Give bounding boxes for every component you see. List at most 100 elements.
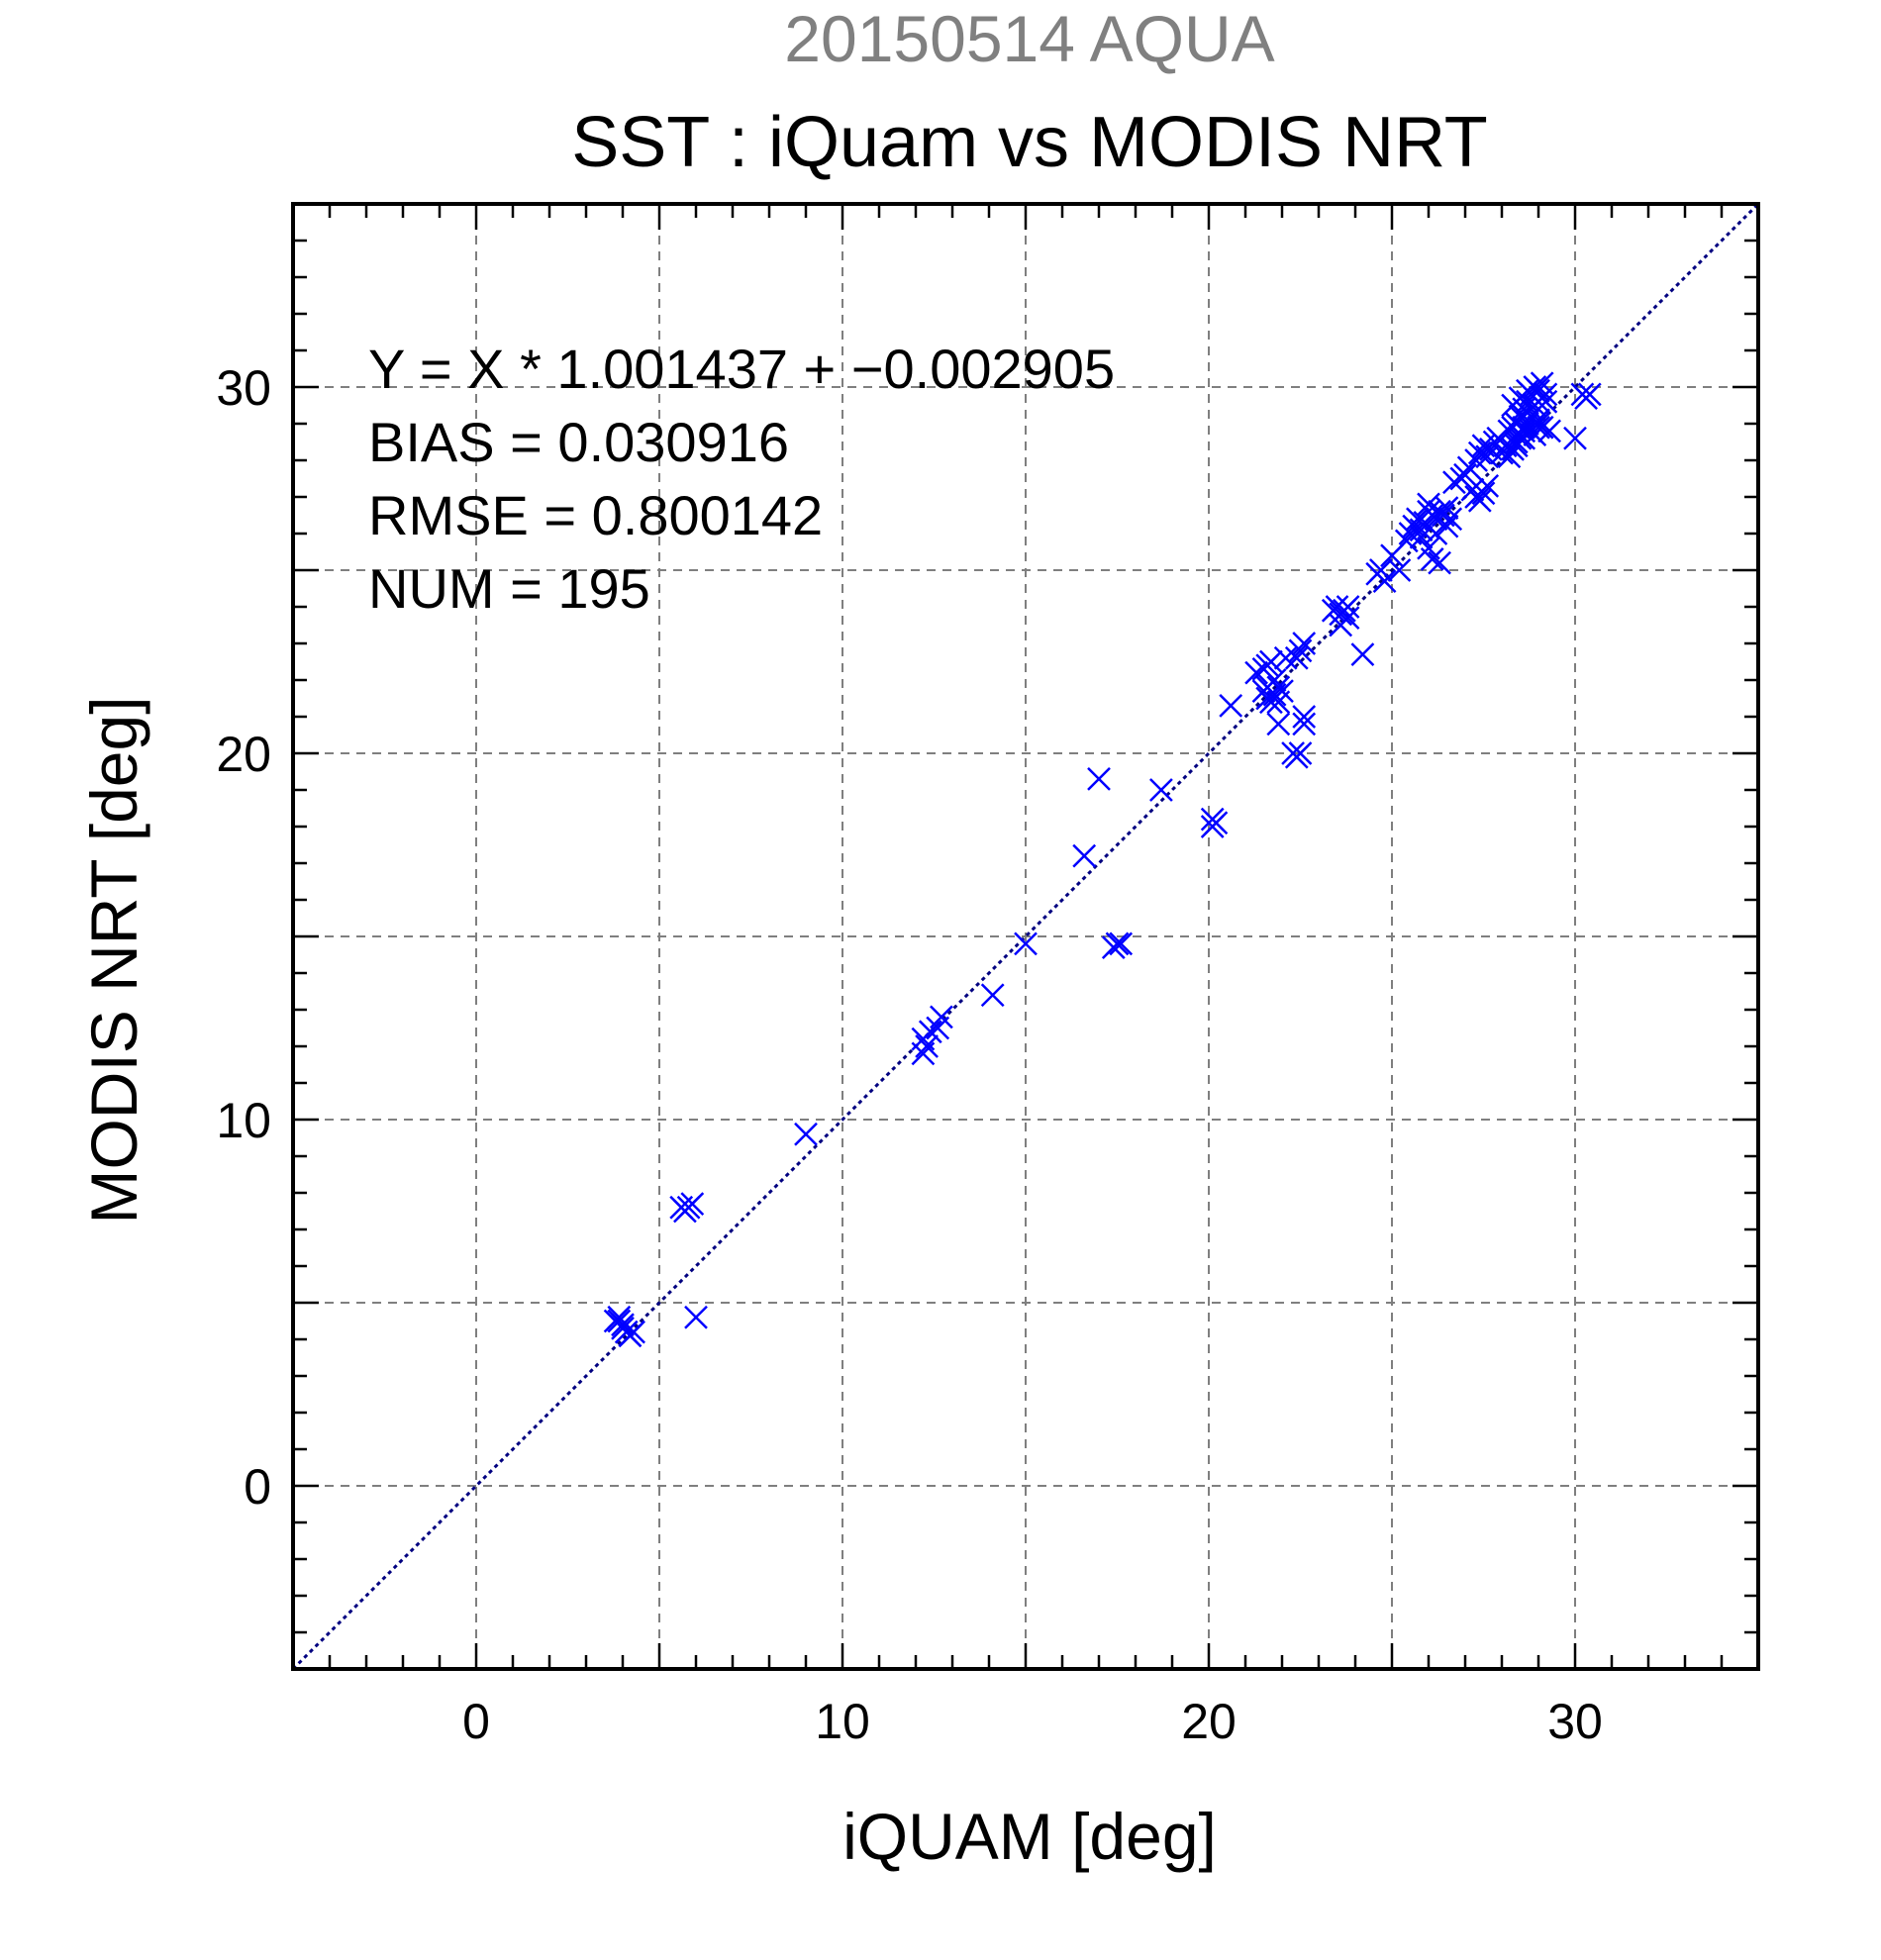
data-point-stroke-b bbox=[1453, 462, 1477, 487]
minor-ticks bbox=[293, 204, 1758, 1669]
data-point-stroke-b bbox=[1109, 931, 1134, 956]
data-point-stroke-b bbox=[794, 1122, 818, 1146]
data-point-stroke-b bbox=[1072, 843, 1097, 868]
data-point-stroke-b bbox=[1105, 931, 1130, 956]
data-point-stroke-b bbox=[1409, 525, 1434, 549]
x-axis-label: iQUAM [deg] bbox=[842, 1800, 1217, 1873]
data-point bbox=[1149, 778, 1173, 802]
data-point bbox=[1534, 389, 1558, 414]
data-point bbox=[794, 1122, 818, 1146]
data-point-stroke-b bbox=[1435, 514, 1459, 539]
data-point-stroke-b bbox=[1288, 638, 1313, 663]
stats-box: Y = X * 1.001437 + −0.002905 BIAS = 0.03… bbox=[368, 338, 1115, 620]
data-point-stroke-b bbox=[1420, 547, 1444, 571]
data-point-stroke-b bbox=[1537, 419, 1561, 443]
data-point bbox=[1409, 518, 1434, 542]
data-point bbox=[1288, 638, 1313, 663]
data-point-stroke-b bbox=[607, 1309, 632, 1333]
data-point bbox=[1273, 645, 1298, 670]
data-point bbox=[1387, 558, 1412, 582]
y-tick-label: 10 bbox=[216, 1093, 271, 1148]
data-point bbox=[1266, 690, 1291, 715]
data-point bbox=[930, 1005, 953, 1029]
data-point-stroke-b bbox=[1428, 550, 1451, 575]
data-point bbox=[1288, 741, 1313, 765]
data-point-stroke-b bbox=[1273, 645, 1298, 670]
data-point bbox=[1409, 525, 1434, 549]
data-point-stroke-b bbox=[1497, 444, 1522, 469]
data-point-stroke-b bbox=[1431, 503, 1455, 528]
data-point-stroke-b bbox=[1563, 426, 1587, 450]
data-point bbox=[1577, 382, 1602, 407]
data-point-stroke-b bbox=[1479, 438, 1503, 461]
data-point-stroke-b bbox=[1325, 595, 1349, 619]
data-point bbox=[1329, 613, 1353, 637]
data-point bbox=[1527, 378, 1550, 403]
data-point-stroke-b bbox=[1244, 660, 1268, 685]
data-point-stroke-b bbox=[1417, 492, 1440, 517]
x-tick-label: 30 bbox=[1547, 1694, 1603, 1749]
data-point-stroke-b bbox=[1504, 430, 1529, 454]
data-point bbox=[1453, 462, 1477, 487]
data-points bbox=[603, 371, 1602, 1348]
stats-regression: Y = X * 1.001437 + −0.002905 bbox=[368, 338, 1115, 400]
stats-num: NUM = 195 bbox=[368, 557, 650, 620]
data-point-stroke-b bbox=[980, 983, 1005, 1008]
data-point-stroke-b bbox=[1577, 382, 1602, 407]
data-point-stroke-b bbox=[1266, 690, 1291, 715]
data-point-stroke-b bbox=[1149, 778, 1173, 802]
data-point bbox=[980, 983, 1005, 1008]
data-point bbox=[1563, 426, 1587, 450]
data-point bbox=[618, 1323, 643, 1348]
data-point-stroke-b bbox=[1087, 767, 1111, 791]
data-point bbox=[684, 1305, 708, 1329]
data-point-stroke-b bbox=[918, 1020, 942, 1044]
data-point-stroke-b bbox=[1288, 741, 1313, 765]
y-tick-label: 20 bbox=[216, 727, 271, 782]
data-point-stroke-b bbox=[684, 1305, 708, 1329]
data-point bbox=[1105, 931, 1130, 956]
data-point bbox=[1014, 931, 1038, 956]
data-point-stroke-b bbox=[930, 1005, 953, 1029]
data-point-stroke-b bbox=[1435, 496, 1459, 520]
data-point bbox=[1284, 645, 1309, 670]
data-point bbox=[1504, 430, 1529, 454]
data-point-stroke-b bbox=[1292, 705, 1317, 729]
data-point bbox=[1219, 694, 1243, 718]
chart-subtitle: 20150514 AQUA bbox=[784, 2, 1274, 75]
data-point bbox=[1475, 444, 1500, 469]
data-point-stroke-b bbox=[1530, 415, 1554, 440]
data-point bbox=[607, 1309, 632, 1333]
plot-frame bbox=[291, 202, 1760, 1671]
data-point bbox=[1512, 415, 1536, 440]
data-point-stroke-b bbox=[1527, 378, 1550, 403]
data-point bbox=[1428, 550, 1451, 575]
data-point-stroke-b bbox=[1475, 474, 1500, 498]
data-point-stroke-b bbox=[1329, 613, 1353, 637]
data-point bbox=[1087, 767, 1111, 791]
data-point bbox=[1266, 712, 1291, 736]
data-point-stroke-b bbox=[680, 1192, 705, 1216]
x-tick-label: 10 bbox=[815, 1694, 870, 1749]
data-point bbox=[1292, 705, 1317, 729]
data-point-stroke-b bbox=[1387, 558, 1412, 582]
data-point-stroke-b bbox=[1284, 645, 1309, 670]
data-point bbox=[1471, 481, 1496, 506]
data-point-stroke-b bbox=[1292, 712, 1317, 736]
data-point-stroke-b bbox=[1467, 488, 1492, 513]
y-tick-label: 0 bbox=[244, 1459, 271, 1515]
data-point-stroke-b bbox=[1266, 712, 1291, 736]
data-point-stroke-b bbox=[1471, 481, 1496, 506]
data-point bbox=[918, 1020, 942, 1044]
data-point-stroke-b bbox=[1292, 632, 1317, 655]
data-point-stroke-b bbox=[1336, 595, 1360, 619]
data-point-stroke-b bbox=[1512, 415, 1536, 440]
data-point-stroke-b bbox=[1014, 931, 1038, 956]
data-point-stroke-b bbox=[618, 1323, 643, 1348]
data-point bbox=[1292, 632, 1317, 655]
tick-labels: 0 10 20 30 0 10 20 30 bbox=[216, 360, 1602, 1749]
data-point bbox=[1475, 474, 1500, 498]
data-point bbox=[1259, 690, 1283, 715]
data-point-stroke-b bbox=[1219, 694, 1243, 718]
